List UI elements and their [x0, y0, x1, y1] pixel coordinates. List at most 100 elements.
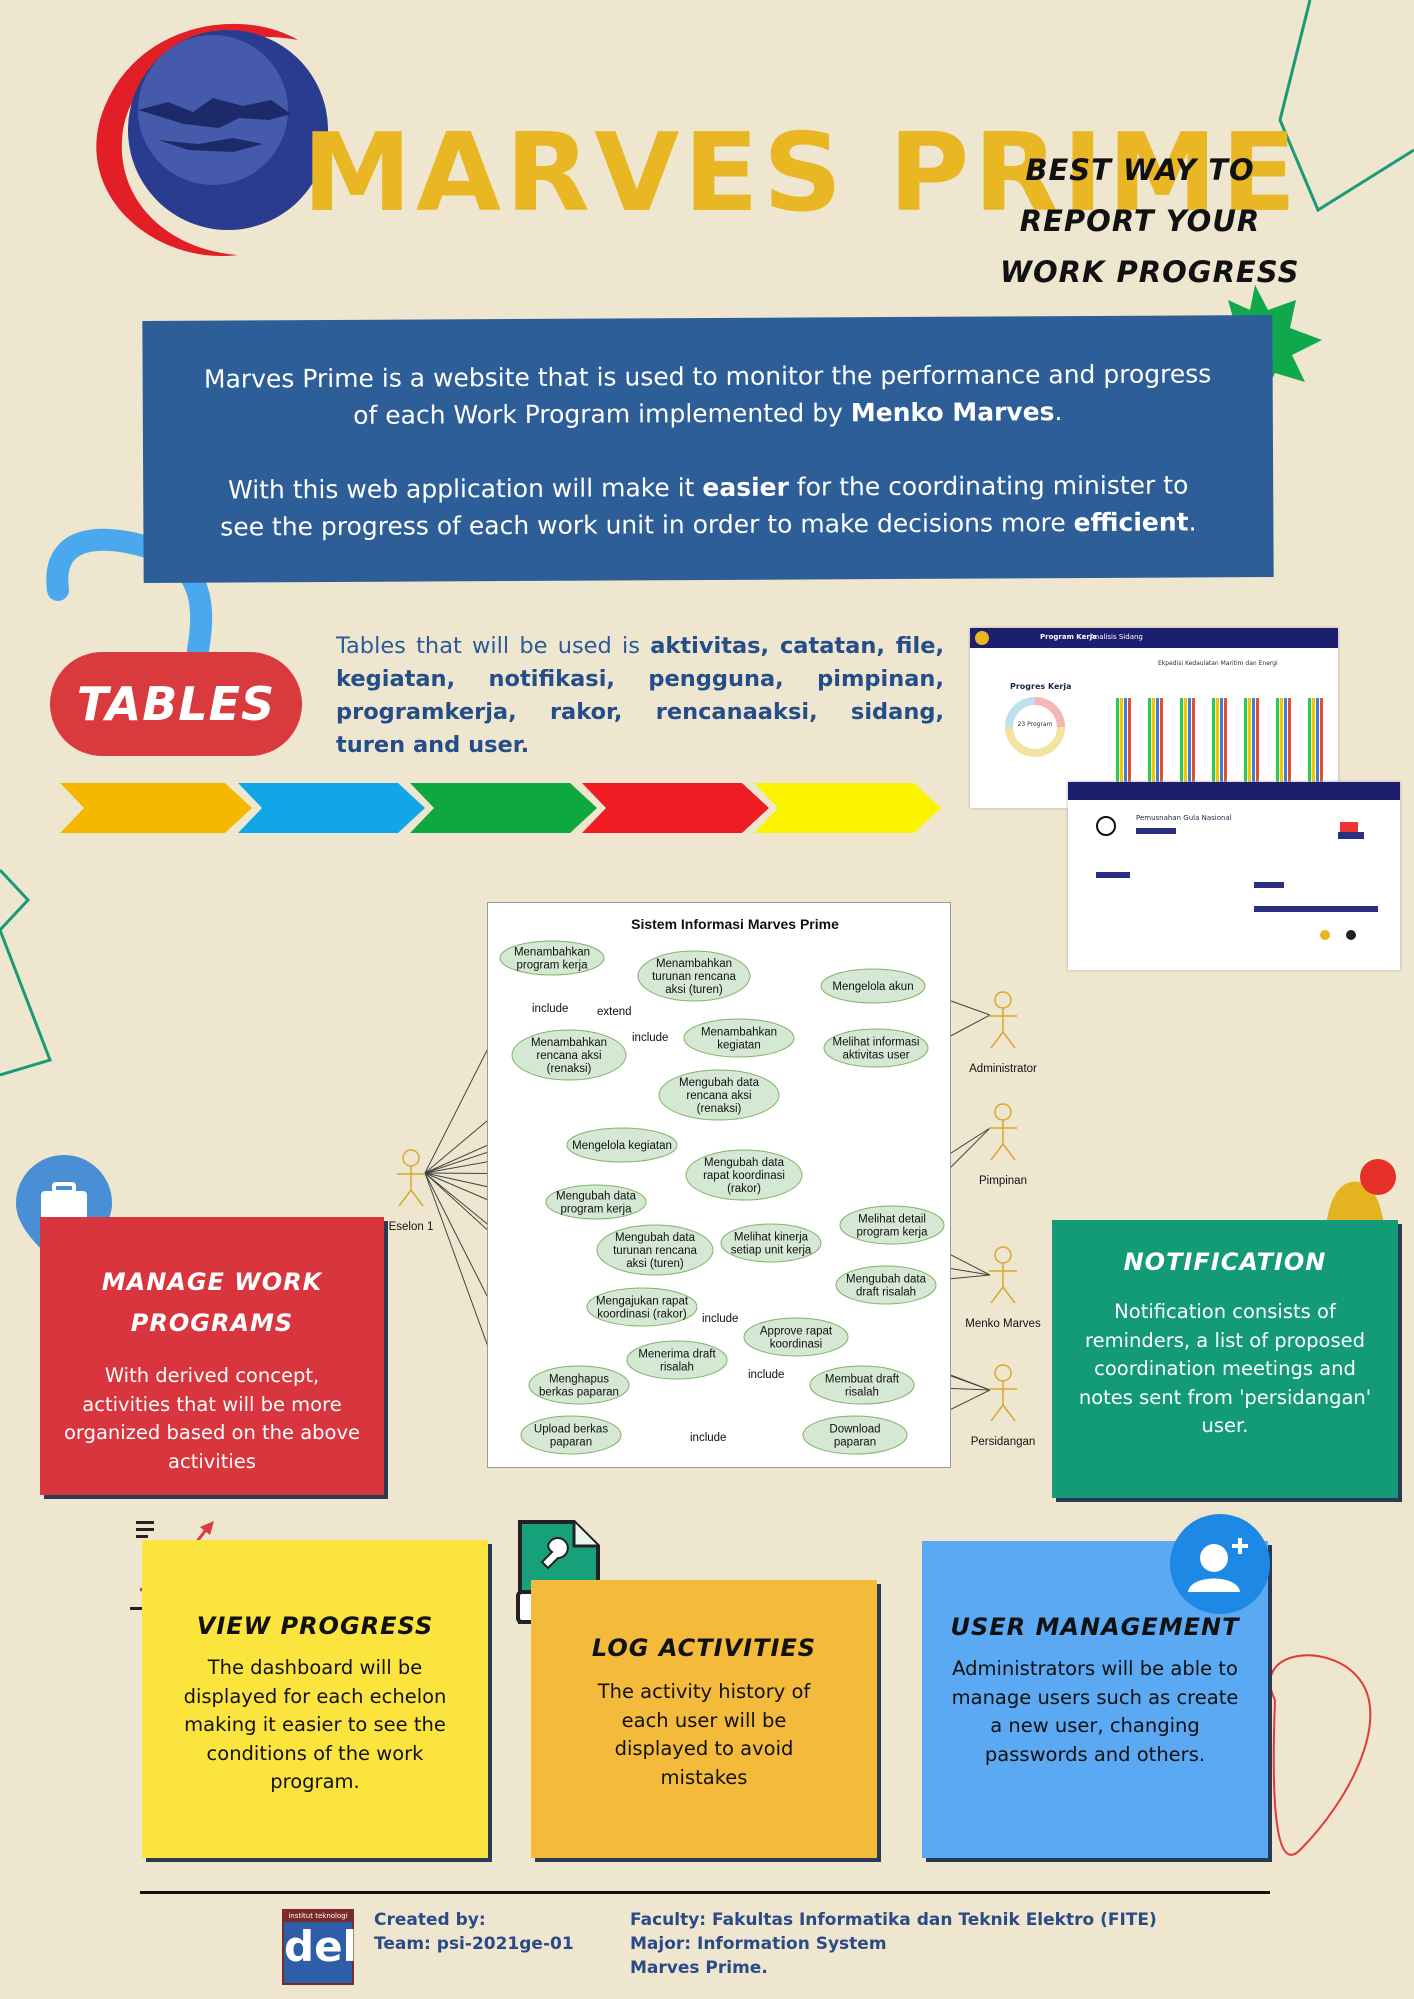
rel-include-3: include [702, 1313, 738, 1325]
zigzag-left [0, 868, 52, 1077]
use-case-label: Mengubah data [556, 1191, 637, 1203]
actor-persidangan-label: Persidangan [971, 1436, 1036, 1448]
tagline: BEST WAY TO REPORT YOUR WORK PROGRESS [1000, 145, 1300, 298]
rel-include-2: include [632, 1032, 668, 1044]
rel-extend: extend [597, 1006, 632, 1018]
marves-logo [96, 23, 328, 257]
manage-work-programs-card: MANAGE WORK PROGRAMS With derived concep… [40, 1217, 384, 1495]
view-progress-card-body: The dashboard will be displayed for each… [183, 1656, 447, 1793]
dash-tab-1[interactable]: Program Kerja [1040, 633, 1097, 641]
notification-card-title: NOTIFICATION [1123, 1248, 1327, 1276]
use-case-u6: Mengelola kegiatan [566, 1127, 678, 1163]
use-case-label: Mengelola kegiatan [572, 1140, 672, 1152]
log-activities-card: LOG ACTIVITIES The activity history of e… [531, 1580, 877, 1858]
actor-menko-figure [989, 1246, 1017, 1304]
use-case-label: Menambahkan [701, 1027, 777, 1039]
use-case-label: Menerima draft [638, 1349, 716, 1361]
use-case-label: Mengajukan rapat [596, 1296, 689, 1308]
product-info: Marves Prime. [630, 1958, 768, 1978]
add-user-icon [1170, 1514, 1270, 1614]
use-case-label: Mengelola akun [832, 981, 913, 993]
bars-title: Ekpedisi Kedaulatan Maritim dan Energi [1158, 660, 1278, 667]
log-card-body: The activity history of each user will b… [597, 1680, 811, 1789]
notification-card-body: Notification consists of reminders, a li… [1078, 1300, 1372, 1437]
actor-pimpinan-label: Pimpinan [979, 1175, 1027, 1187]
log-card-title: LOG ACTIVITIES [591, 1634, 817, 1662]
use-case-u18: Mengelola akun [820, 968, 926, 1004]
faculty-info: Faculty: Fakultas Informatika dan Teknik… [630, 1910, 1157, 1930]
use-case-label: paparan [834, 1437, 876, 1449]
detail-title: Pemusnahan Gula Nasional [1136, 814, 1232, 822]
use-case-label: aksi (turen) [626, 1258, 684, 1270]
tagline-line-2: REPORT YOUR [1019, 204, 1261, 238]
actor-admin-figure [989, 991, 1017, 1049]
actor-persidangan-figure [989, 1364, 1017, 1422]
use-case-label: program kerja [857, 1227, 929, 1239]
use-case-label: rencana aksi [686, 1090, 751, 1102]
actor-eselon-label: Eselon 1 [389, 1221, 434, 1233]
use-case-label: aktivitas user [842, 1050, 909, 1062]
tagline-line-1: BEST WAY TO [1025, 153, 1255, 187]
use-case-label: turunan rencana [613, 1245, 697, 1257]
actor-admin-label: Administrator [969, 1063, 1037, 1075]
use-case-label: Melihat detail [858, 1214, 926, 1226]
use-case-label: koordinasi (rakor) [597, 1309, 687, 1321]
diagram-title: Sistem Informasi Marves Prime [631, 916, 839, 932]
team-name: Team: psi-2021ge-01 [374, 1934, 574, 1954]
use-case-label: Melihat kinerja [734, 1232, 809, 1244]
use-case-label: (renaksi) [547, 1063, 592, 1075]
use-case-label: draft risalah [856, 1287, 916, 1299]
use-case-label: Upload berkas [534, 1424, 608, 1436]
use-case-label: Approve rapat [760, 1326, 833, 1338]
use-case-label: Menghapus [549, 1374, 609, 1386]
use-case-label: program kerja [561, 1204, 633, 1216]
notification-card: NOTIFICATION Notification consists of re… [1052, 1220, 1398, 1498]
use-case-label: aksi (turen) [665, 984, 723, 996]
use-case-label: setiap unit kerja [731, 1245, 812, 1257]
progress-chart-title: Progres Kerja [1010, 682, 1072, 691]
rel-include-4: include [748, 1369, 784, 1381]
dash-tab-2[interactable]: Analisis Sidang [1090, 633, 1143, 641]
major-info: Major: Information System [630, 1934, 887, 1954]
logo-top-text: institut teknologi [284, 1911, 352, 1922]
use-case-label: Menambahkan [656, 958, 732, 970]
zigzag-top-right [1278, 0, 1414, 213]
rel-include-1: include [532, 1003, 568, 1015]
actor-eselon-figure [397, 1149, 425, 1207]
red-loop [1269, 1654, 1372, 1856]
donut-chart [1005, 697, 1065, 757]
use-case-label: Membuat draft [825, 1374, 900, 1386]
detail-screenshot: Pemusnahan Gula Nasional [1068, 782, 1400, 970]
rel-include-5: include [690, 1432, 726, 1444]
user-card-body: Administrators will be able to manage us… [951, 1657, 1239, 1766]
actor-menko-label: Menko Marves [965, 1318, 1041, 1330]
use-case-label: Menambahkan [531, 1037, 607, 1049]
bar-chart [1116, 698, 1323, 802]
tables-description: Tables that will be used is aktivitas, c… [336, 633, 945, 758]
use-case-label: Melihat informasi [833, 1037, 920, 1049]
actor-pimpinan-figure [989, 1103, 1017, 1161]
app-title: MARVES PRIME [302, 111, 1301, 236]
logo-main-text: del [284, 1922, 357, 1971]
arrow-strip [60, 783, 941, 833]
tagline-line-3: WORK PROGRESS [1000, 255, 1300, 289]
use-case-label: risalah [845, 1387, 879, 1399]
use-case-label: (renaksi) [697, 1103, 742, 1115]
use-case-label: Download [829, 1424, 880, 1436]
footer-credits: Created by: Team: psi-2021ge-01 [374, 1908, 574, 1956]
